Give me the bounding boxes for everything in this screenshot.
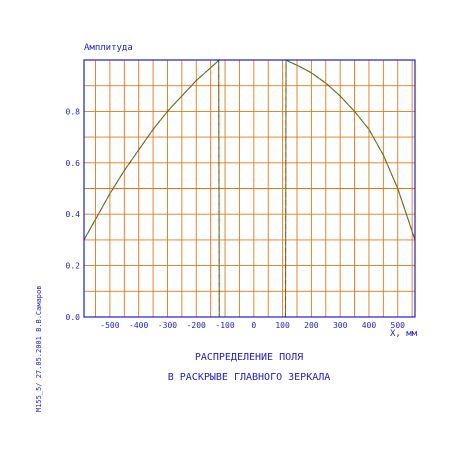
x-tick-label: 500 bbox=[391, 321, 406, 330]
x-tick-label: 400 bbox=[362, 321, 377, 330]
side-note: М155_5/ 27.05.2001 В.В.Самаров bbox=[35, 286, 43, 412]
x-tick-label: -300 bbox=[158, 321, 177, 330]
y-tick-label: 0.8 bbox=[66, 107, 81, 116]
x-tick-label: 300 bbox=[333, 321, 348, 330]
y-tick-label: 0.2 bbox=[66, 262, 81, 271]
series-line-2-b bbox=[284, 59, 416, 318]
y-tick-label: 0.0 bbox=[66, 313, 81, 322]
x-axis-label: X, мм bbox=[390, 329, 418, 339]
x-tick-label: -500 bbox=[100, 321, 119, 330]
y-tick-label: 0.4 bbox=[66, 210, 81, 219]
y-tick-label: 0.6 bbox=[66, 159, 81, 168]
x-tick-label: -100 bbox=[215, 321, 234, 330]
ticks: -500 -400 -300 -200 -100 0 100 200 300 400 500 0.0 0… bbox=[66, 107, 406, 330]
x-tick-label: 200 bbox=[304, 321, 319, 330]
caption-line-2: В РАСКРЫВЕ ГЛАВНОГО ЗЕРКАЛА bbox=[168, 372, 331, 383]
series-line-1-b bbox=[83, 58, 220, 318]
x-tick-label: -400 bbox=[129, 321, 148, 330]
plot-frame bbox=[83, 59, 416, 318]
x-tick-label: 0 bbox=[251, 321, 256, 330]
caption-line-1: РАСПРЕДЕЛЕНИЕ ПОЛЯ bbox=[195, 352, 303, 363]
x-tick-label: -200 bbox=[187, 321, 206, 330]
x-tick-label: 100 bbox=[275, 321, 290, 330]
y-axis-label: Амплитуда bbox=[84, 43, 133, 53]
